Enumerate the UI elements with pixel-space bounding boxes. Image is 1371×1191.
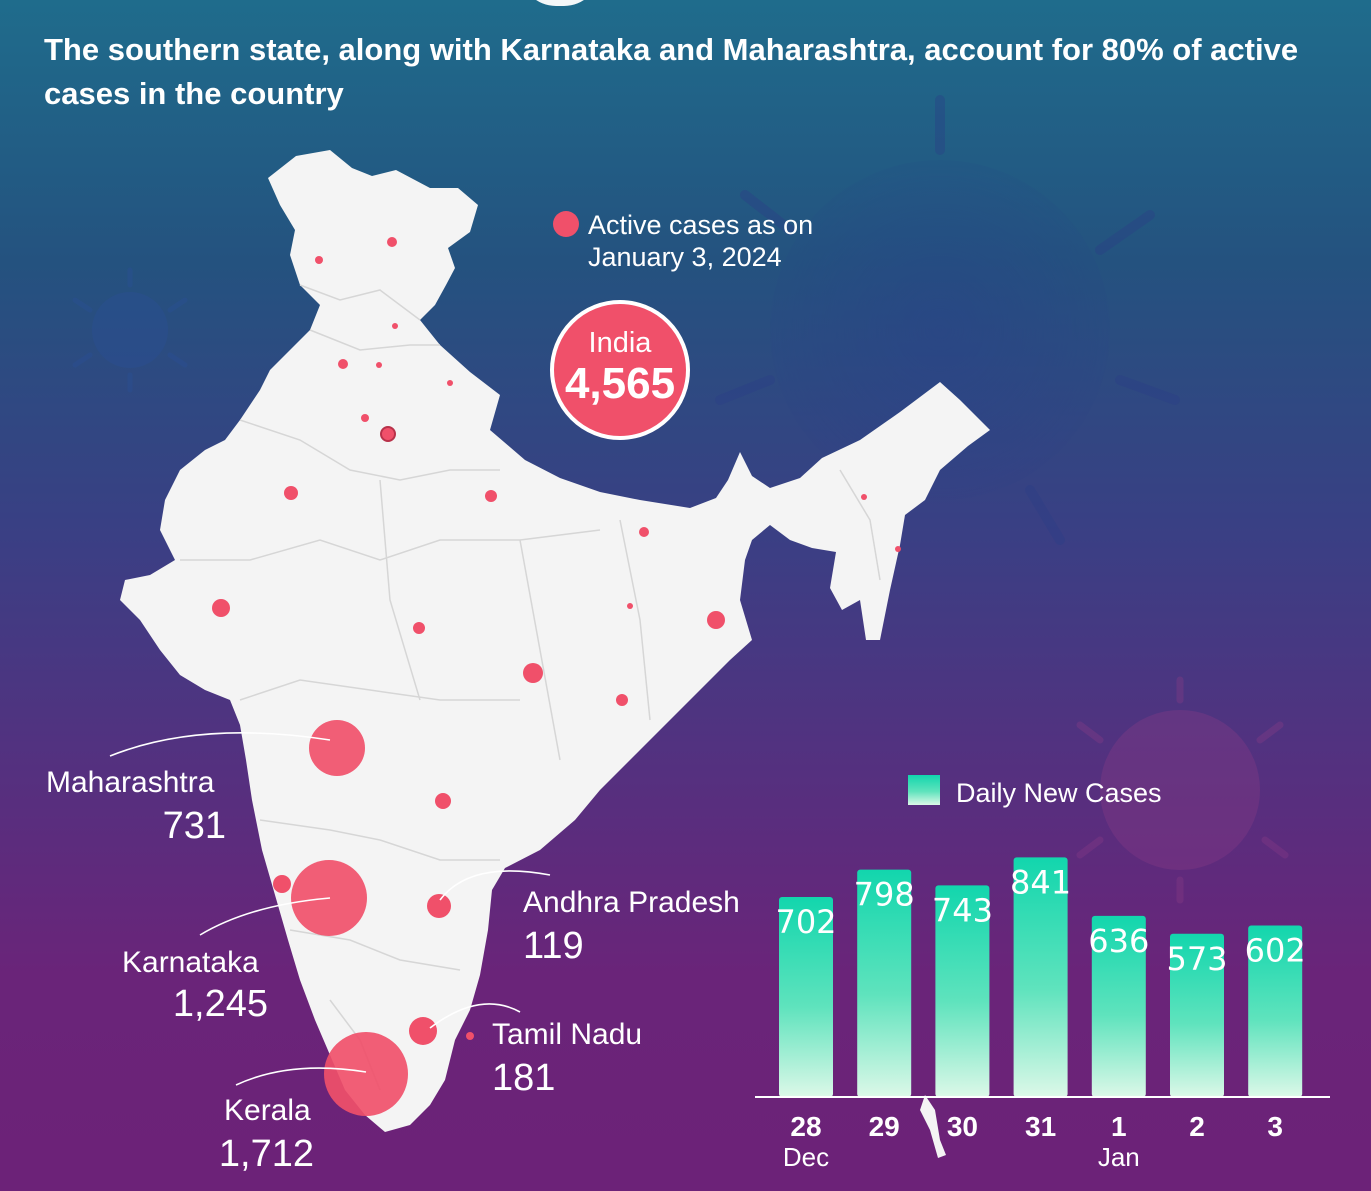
chart-legend-label: Daily New Cases [956, 778, 1162, 808]
state-label-tamil-nadu: Tamil Nadu [492, 1018, 642, 1051]
bar-31 [1013, 857, 1068, 1097]
bar-value-label: 573 [1166, 940, 1227, 978]
state-dot [707, 611, 725, 629]
state-dot [447, 380, 453, 386]
bar-value-label: 602 [1245, 932, 1306, 970]
bar-3 [1248, 925, 1303, 1097]
title-fragment [520, 0, 600, 6]
state-value-tamil-nadu: 181 [492, 1057, 555, 1099]
state-dot [485, 490, 497, 502]
map-legend-line1: Active cases as on [588, 210, 813, 240]
x-tick-sublabel: Dec [783, 1142, 829, 1172]
x-tick-label: 28 [790, 1111, 821, 1142]
bars: 702 798 743 841 636 573 602 [775, 857, 1306, 1097]
state-label-andhra-pradesh: Andhra Pradesh [523, 886, 740, 919]
state-label-kerala: Kerala [224, 1094, 311, 1127]
bubble-tamilnadu [409, 1017, 437, 1045]
chart-legend-swatch [908, 775, 940, 805]
x-tick-label: 29 [869, 1111, 900, 1142]
island-shape [920, 1095, 946, 1158]
state-dots [212, 237, 901, 1040]
state-value-andhra-pradesh: 119 [523, 925, 584, 967]
bar-28 [779, 897, 833, 1097]
state-dot [861, 494, 867, 500]
x-tick-label: 3 [1267, 1111, 1283, 1142]
state-dot [380, 426, 396, 442]
bar-30 [935, 885, 990, 1097]
state-dot [523, 663, 543, 683]
state-dot [315, 256, 323, 264]
state-label-karnataka: Karnataka [122, 946, 259, 979]
x-tick-sublabel: Jan [1098, 1142, 1140, 1172]
bar-29 [857, 869, 912, 1097]
x-tick-label: 30 [947, 1111, 978, 1142]
chart-subtitle: The southern state, along with Karnataka… [44, 32, 1299, 111]
state-dot [284, 486, 298, 500]
india-total-bubble: India 4,565 [550, 300, 690, 440]
bubble-andhra [427, 894, 451, 918]
state-dot [616, 694, 628, 706]
state-dot [376, 362, 382, 368]
legend-dot-icon [553, 211, 579, 237]
bar-value-label: 743 [932, 891, 993, 929]
bar-value-label: 636 [1088, 922, 1149, 960]
state-dot [387, 237, 397, 247]
state-dot [895, 546, 901, 552]
state-dot [466, 1032, 474, 1040]
bar-value-label: 841 [1010, 863, 1071, 901]
state-dot [413, 622, 425, 634]
india-total-label: India [589, 327, 653, 359]
map-legend-line2: January 3, 2024 [588, 242, 782, 272]
state-dot [273, 875, 291, 893]
bubble-maharashtra [309, 720, 365, 776]
state-dot [435, 793, 451, 809]
x-tick-label: 2 [1189, 1111, 1205, 1142]
state-label-maharashtra: Maharashtra [46, 766, 215, 799]
x-tick-label: 31 [1025, 1111, 1056, 1142]
bar-1 [1091, 915, 1146, 1097]
bar-value-label: 798 [854, 876, 915, 914]
state-dot [212, 599, 230, 617]
state-dot [338, 359, 348, 369]
state-borders [180, 284, 881, 1091]
virus-pink-icon [1076, 676, 1289, 904]
state-dot [627, 603, 633, 609]
daily-cases-chart: Daily New Cases 702 798 743 841 636 573 602 28… [755, 775, 1330, 1172]
state-dot [392, 323, 398, 329]
state-dot [361, 414, 369, 422]
state-value-maharashtra: 731 [163, 805, 226, 847]
x-tick-label: 1 [1111, 1111, 1127, 1142]
bar-2 [1170, 933, 1224, 1097]
state-value-karnataka: 1,245 [173, 983, 268, 1025]
india-total-value: 4,565 [565, 359, 675, 408]
virus-small-icon [72, 267, 188, 393]
leader-lines [109, 732, 551, 1086]
state-dot [639, 527, 649, 537]
bubble-kerala [324, 1032, 408, 1116]
bar-value-label: 702 [775, 903, 836, 941]
virus-decoration-icon [715, 95, 1180, 545]
state-value-kerala: 1,712 [219, 1133, 314, 1175]
